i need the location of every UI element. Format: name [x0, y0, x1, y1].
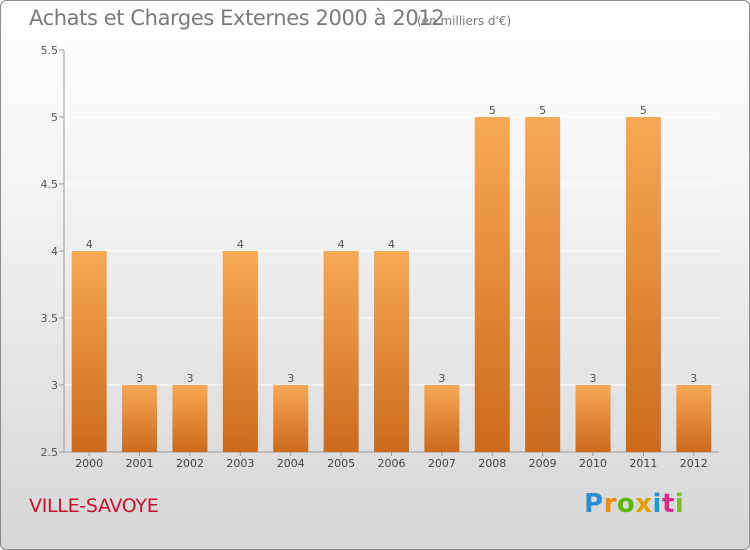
bar: [222, 251, 258, 452]
chart-title: Achats et Charges Externes 2000 à 2012: [29, 6, 445, 30]
x-tick-label: 2004: [277, 457, 305, 470]
bar: [424, 385, 460, 452]
bar: [625, 117, 661, 452]
x-tick-label: 2008: [478, 457, 506, 470]
unit-label: (en milliers d'€): [417, 14, 512, 28]
y-tick-label: 5.5: [41, 44, 59, 57]
x-tick-label: 2007: [428, 457, 456, 470]
y-tick-label: 4.5: [41, 178, 59, 191]
y-tick-label: 5: [51, 111, 58, 124]
bar: [122, 385, 158, 452]
data-label: 3: [287, 372, 294, 385]
x-tick-label: 2009: [529, 457, 557, 470]
bar: [172, 385, 208, 452]
y-tick-label: 3.5: [41, 312, 59, 325]
data-label: 4: [86, 238, 93, 251]
x-tick-label: 2000: [75, 457, 103, 470]
bar: [575, 385, 611, 452]
y-tick-label: 4: [51, 245, 58, 258]
bar: [474, 117, 510, 452]
bar: [323, 251, 359, 452]
x-tick-label: 2010: [579, 457, 607, 470]
proxiti-logo: Proxiti: [584, 489, 685, 519]
bar: [71, 251, 107, 452]
x-tick-label: 2011: [629, 457, 657, 470]
data-label: 5: [489, 104, 496, 117]
x-tick-label: 2003: [226, 457, 254, 470]
y-tick-label: 3: [51, 379, 58, 392]
data-label: 3: [690, 372, 697, 385]
x-tick-label: 2005: [327, 457, 355, 470]
x-tick-label: 2006: [378, 457, 406, 470]
data-label: 3: [590, 372, 597, 385]
bar: [676, 385, 712, 452]
data-label: 3: [186, 372, 193, 385]
data-label: 3: [438, 372, 445, 385]
x-tick-label: 2012: [680, 457, 708, 470]
x-tick-label: 2002: [176, 457, 204, 470]
bar: [273, 385, 309, 452]
data-label: 5: [539, 104, 546, 117]
data-label: 4: [338, 238, 345, 251]
data-label: 4: [237, 238, 244, 251]
bar: [374, 251, 409, 452]
data-label: 4: [388, 238, 395, 251]
y-tick-label: 2.5: [41, 446, 59, 459]
data-label: 3: [136, 372, 143, 385]
bar: [525, 117, 561, 452]
data-label: 5: [640, 104, 647, 117]
x-tick-label: 2001: [126, 457, 154, 470]
commune-name: VILLE-SAVOYE: [29, 495, 159, 517]
